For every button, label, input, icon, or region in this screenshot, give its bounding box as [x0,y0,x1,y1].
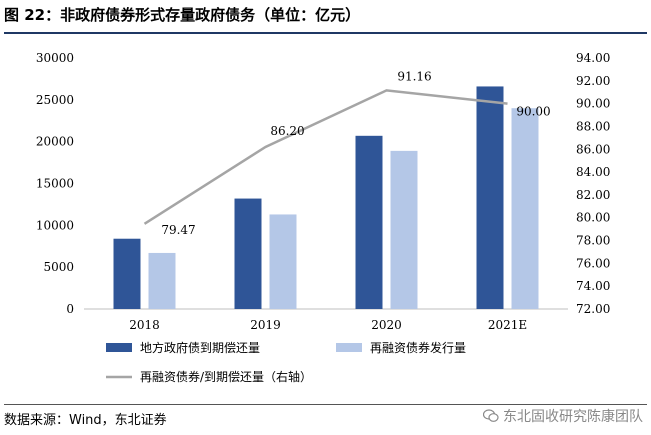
legend-swatch [336,343,362,352]
y-right-tick-label: 94.00 [576,51,610,65]
footer-divider [4,404,647,405]
x-tick-label: 2019 [250,318,281,332]
y-right-tick-label: 92.00 [576,74,610,88]
y-left-tick-label: 15000 [36,177,74,191]
wechat-icon [483,409,499,422]
ratio-line [143,89,508,225]
title-divider [4,32,647,34]
y-right-tick-label: 90.00 [576,97,610,111]
chart-canvas: 0 5000 10000 15000 20000 25000 30000 72.00 74.00… [36,51,611,384]
chart-title: 图 22：非政府债券形式存量政府债务（单位：亿元） [4,6,361,24]
y-right-tick-label: 74.00 [576,279,610,293]
x-tick-label: 2018 [129,318,160,332]
bar-maturity [234,198,262,309]
ratio-data-label: 79.47 [161,223,195,237]
bar-refinancing [148,252,176,309]
bar-maturity [355,135,383,309]
y-left-tick-label: 25000 [36,93,74,107]
source-note: 数据来源：Wind，东北证券 [4,413,167,428]
legend-swatch [106,343,132,352]
x-tick-label: 2021E [488,318,527,332]
legend-label: 再融资债券发行量 [370,340,466,355]
bar-refinancing [269,214,297,309]
y-left-tick-label: 10000 [36,218,74,232]
y-left-tick-label: 30000 [36,51,74,65]
watermark: 东北固收研究陈康团队 [483,406,643,426]
ratio-data-label: 86.20 [270,124,304,138]
y-right-tick-label: 78.00 [576,234,610,248]
y-right-tick-label: 80.00 [576,211,610,225]
legend-label: 地方政府债到期偿还量 [140,340,260,355]
y-left-tick-label: 20000 [36,135,74,149]
ratio-data-label: 91.16 [397,69,431,83]
bar-refinancing [511,108,539,309]
y-right-tick-label: 86.00 [576,142,610,156]
legend-label: 再融资债券/到期偿还量（右轴） [140,369,312,384]
y-right-tick-label: 88.00 [576,119,610,133]
ratio-data-label: 90.00 [516,105,550,119]
y-right-tick-label: 82.00 [576,188,610,202]
y-right-tick-label: 72.00 [576,302,610,316]
x-tick-label: 2020 [371,318,402,332]
bar-maturity [476,86,504,310]
y-right-tick-label: 84.00 [576,165,610,179]
watermark-text: 东北固收研究陈康团队 [503,409,643,425]
y-left-tick-label: 0 [66,302,74,316]
bar-refinancing [390,150,418,309]
y-right-tick-label: 76.00 [576,256,610,270]
y-left-tick-label: 5000 [43,260,74,274]
bar-maturity [113,238,141,309]
